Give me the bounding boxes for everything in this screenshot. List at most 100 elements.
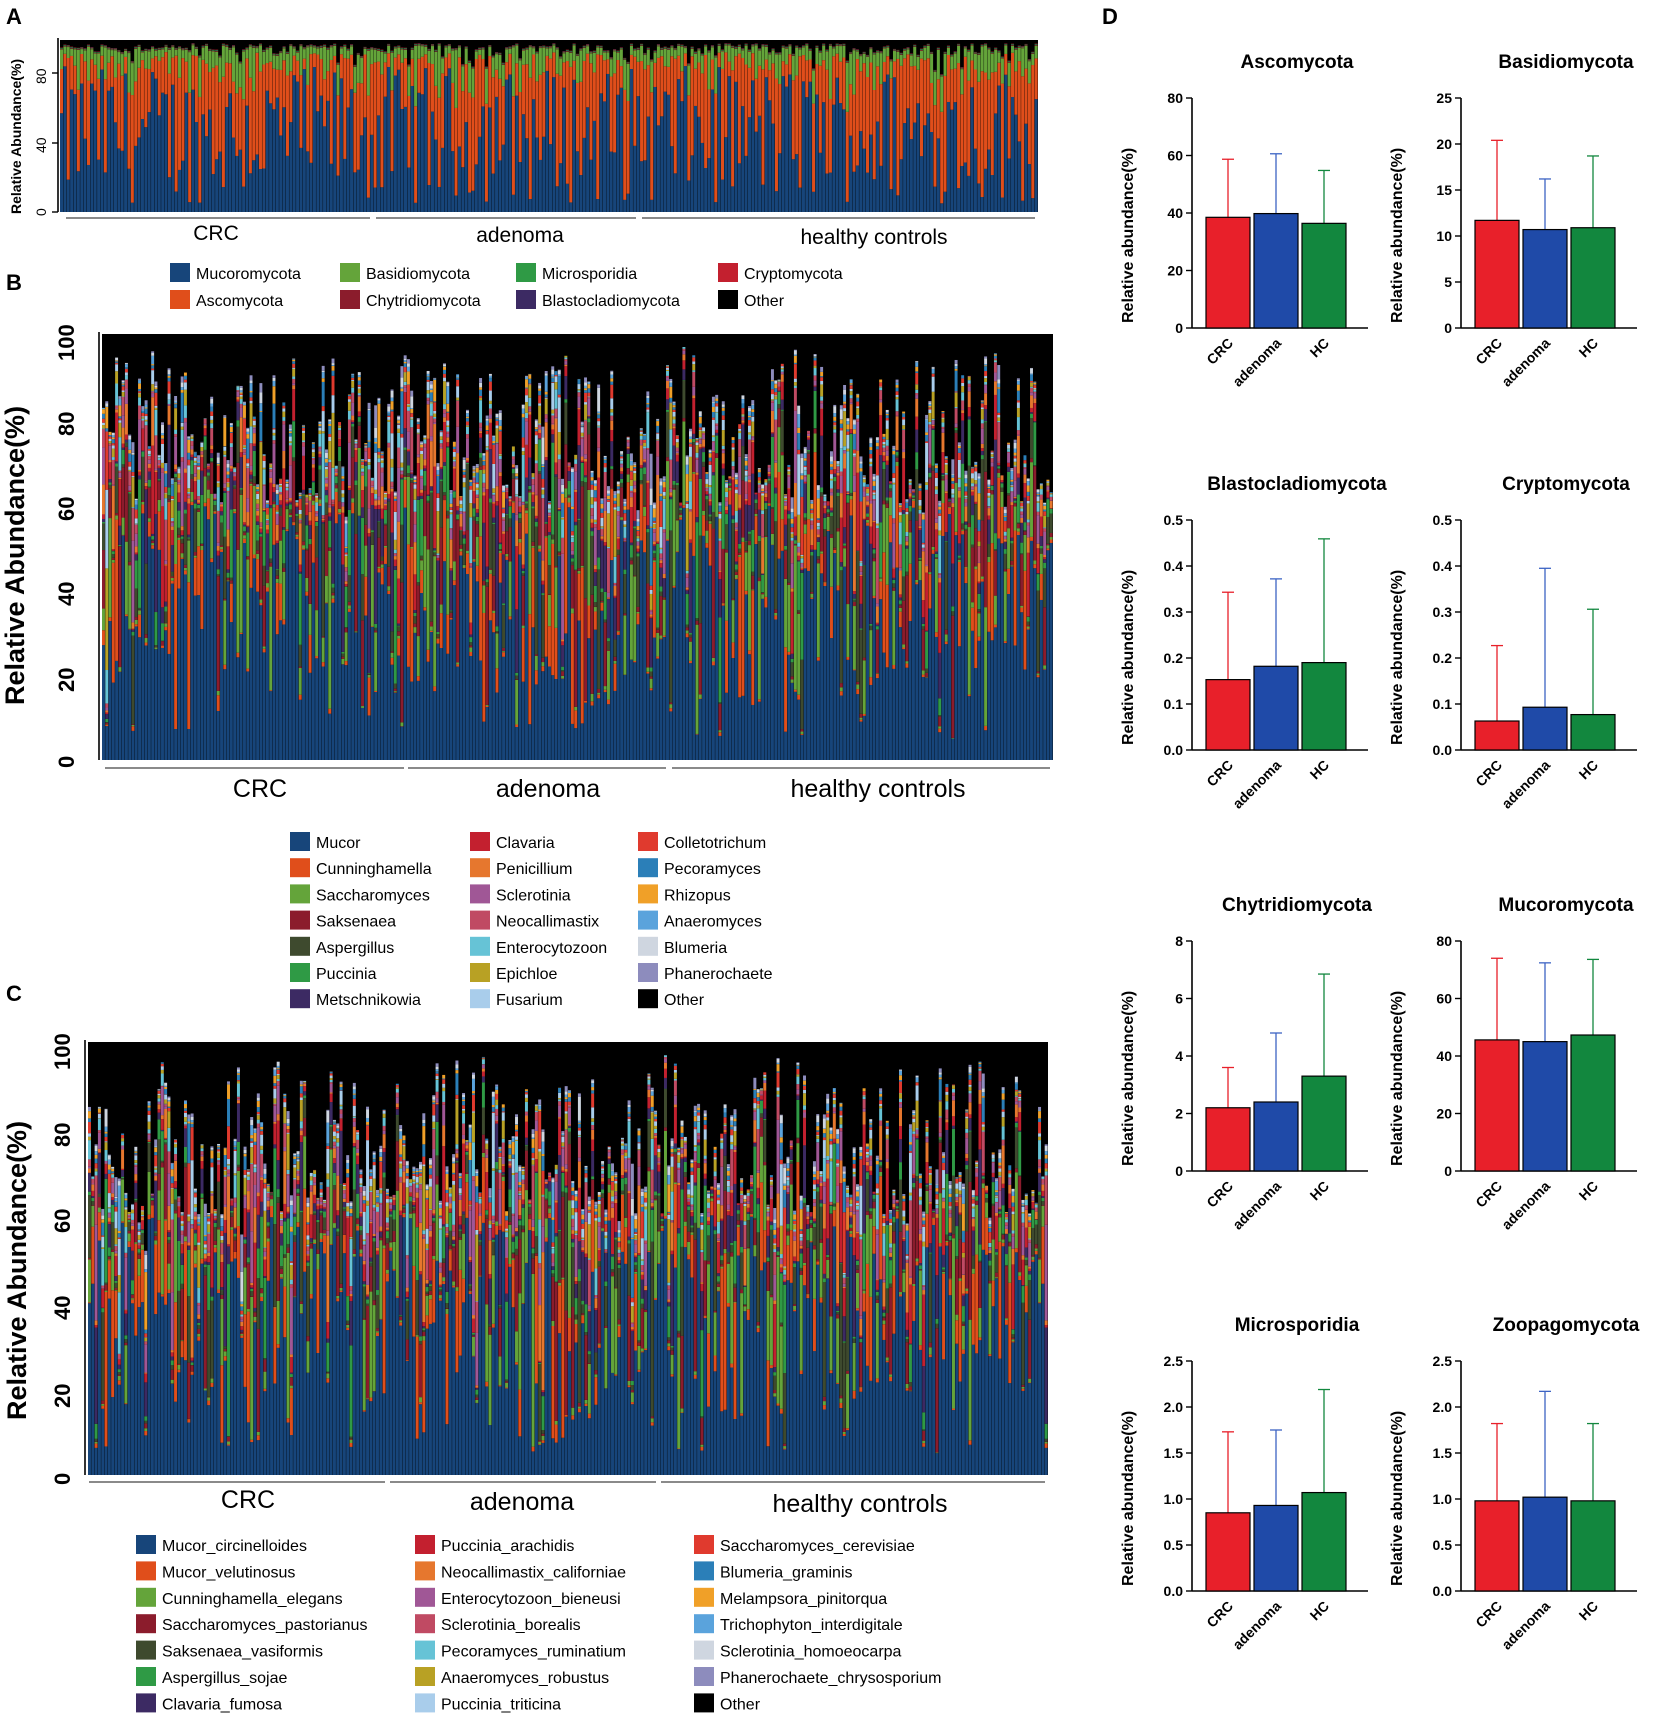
stacked-bar-segment — [246, 560, 249, 669]
stacked-bar-segment — [453, 491, 456, 497]
stacked-bar-segment — [374, 49, 377, 50]
stacked-bar-segment — [933, 71, 936, 72]
stacked-bar-segment — [124, 51, 127, 57]
stacked-bar-segment — [168, 487, 171, 495]
stacked-bar-segment — [564, 376, 567, 399]
stacked-bar-segment — [394, 58, 397, 76]
stacked-bar-segment — [917, 56, 920, 57]
stacked-bar-segment — [473, 517, 476, 521]
stacked-bar-segment — [532, 495, 535, 503]
stacked-bar-segment — [561, 479, 564, 485]
stacked-bar-segment — [292, 522, 295, 525]
stacked-bar-segment — [371, 627, 374, 760]
stacked-bar-segment — [235, 156, 238, 212]
stacked-bar-segment — [522, 65, 525, 114]
stacked-bar-segment — [558, 397, 561, 432]
stacked-bar-segment — [444, 57, 447, 76]
stacked-bar-segment — [151, 541, 154, 543]
stacked-bar-segment — [394, 492, 397, 493]
stacked-bar-segment — [954, 69, 957, 103]
stacked-bar-segment — [223, 415, 226, 417]
stacked-bar-segment — [893, 61, 896, 77]
stacked-bar-segment — [417, 45, 420, 46]
stacked-bar-segment — [574, 471, 577, 489]
stacked-bar-segment — [664, 49, 667, 67]
stacked-bar-segment — [217, 576, 220, 691]
stacked-bar-segment — [805, 44, 808, 45]
stacked-bar-segment — [927, 58, 930, 113]
stacked-bar-segment — [420, 556, 423, 560]
stacked-bar-segment — [591, 536, 594, 595]
stacked-bar-segment — [249, 45, 252, 46]
stacked-bar-segment — [348, 411, 351, 420]
stacked-bar-segment — [250, 403, 253, 426]
stacked-bar-segment — [305, 498, 308, 502]
stacked-bar-segment — [289, 437, 292, 442]
stacked-bar-segment — [135, 524, 138, 525]
stacked-bar-segment — [687, 95, 690, 180]
stacked-bar-segment — [194, 481, 197, 500]
stacked-bar-segment — [404, 360, 407, 362]
stacked-bar-segment — [222, 46, 225, 77]
stacked-bar-segment — [355, 462, 358, 480]
stacked-bar-segment — [522, 626, 525, 628]
stacked-bar-segment — [318, 424, 321, 426]
stacked-bar-segment — [541, 466, 544, 467]
stacked-bar-segment — [502, 518, 505, 520]
stacked-bar-segment — [227, 529, 230, 546]
stacked-bar-segment — [338, 439, 341, 446]
stacked-bar-segment — [584, 383, 587, 386]
stacked-bar-segment — [556, 49, 559, 50]
stacked-bar-segment — [471, 97, 474, 190]
stacked-bar-segment — [243, 526, 246, 531]
stacked-bar-segment — [212, 50, 215, 51]
stacked-bar-segment — [97, 53, 100, 54]
stacked-bar-segment — [826, 50, 829, 51]
stacked-bar-segment — [194, 461, 197, 463]
stacked-bar-segment — [387, 594, 390, 760]
stacked-bar-segment — [473, 559, 476, 560]
stacked-bar-segment — [443, 363, 446, 364]
stacked-bar-segment — [122, 386, 125, 390]
stacked-bar-segment — [105, 670, 108, 703]
stacked-bar-segment — [548, 666, 551, 760]
stacked-bar-segment — [617, 515, 620, 536]
stacked-bar-segment — [420, 560, 423, 570]
stacked-bar-segment — [148, 480, 151, 487]
stacked-bar-segment — [194, 558, 197, 596]
stacked-bar-segment — [263, 486, 266, 508]
stacked-bar-segment — [122, 464, 125, 467]
stacked-bar-segment — [1018, 61, 1021, 141]
stacked-bar-segment — [220, 504, 223, 506]
stacked-bar-segment — [489, 382, 492, 391]
stacked-bar-segment — [246, 532, 249, 556]
stacked-bar-segment — [456, 514, 459, 519]
stacked-bar-segment — [561, 640, 564, 642]
stacked-bar-segment — [428, 63, 431, 185]
stacked-bar-segment — [161, 468, 164, 473]
stacked-bar-segment — [583, 61, 586, 138]
stacked-bar-segment — [109, 441, 112, 443]
stacked-bar-segment — [420, 476, 423, 478]
stacked-bar-segment — [302, 456, 305, 490]
stacked-bar-segment — [118, 545, 121, 546]
stacked-bar-segment — [441, 58, 444, 59]
stacked-bar-segment — [600, 93, 603, 212]
stacked-bar-segment — [610, 398, 613, 409]
stacked-bar-segment — [122, 380, 125, 381]
stacked-bar-segment — [473, 473, 476, 476]
stacked-bar-segment — [414, 627, 417, 633]
stacked-bar-segment — [306, 151, 309, 212]
stacked-bar-segment — [670, 47, 673, 56]
stacked-bar-segment — [315, 610, 318, 656]
stacked-bar-segment — [135, 518, 138, 523]
stacked-bar-segment — [438, 98, 441, 187]
stacked-bar-segment — [815, 94, 818, 212]
stacked-bar-segment — [505, 486, 508, 487]
stacked-bar-segment — [102, 447, 105, 484]
stacked-bar-segment — [594, 524, 597, 527]
stacked-bar-segment — [421, 57, 424, 95]
stacked-bar-segment — [532, 502, 535, 506]
stacked-bar-segment — [112, 563, 115, 683]
stacked-bar-segment — [102, 428, 105, 429]
